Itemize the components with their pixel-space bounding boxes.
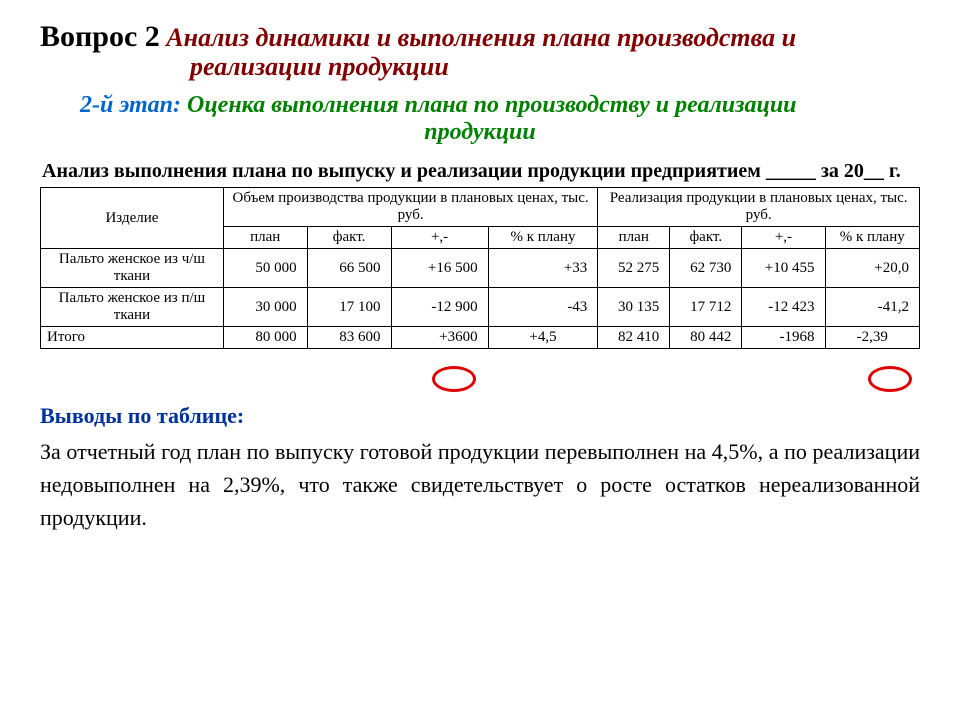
cell: 62 730 [670,249,742,288]
cell: 82 410 [598,327,670,349]
th-plan: план [598,227,670,249]
cell: 80 442 [670,327,742,349]
cell: 83 600 [307,327,391,349]
cell: -12 423 [742,288,825,327]
stage-text-1: Оценка выполнения плана по производству … [187,92,797,118]
th-pct: % к плану [825,227,919,249]
stage-label: 2-й этап: [80,92,181,118]
cell: 52 275 [598,249,670,288]
heading-line2: реализации продукции [40,52,920,82]
cell: 80 000 [223,327,307,349]
th-fact: факт. [670,227,742,249]
cell: -1968 [742,327,825,349]
cell: 50 000 [223,249,307,288]
table-row: Пальто женское из ч/ш ткани 50 000 66 50… [41,249,920,288]
th-pct: % к плану [488,227,598,249]
table-row: Пальто женское из п/ш ткани 30 000 17 10… [41,288,920,327]
heading-line1: Вопрос 2 Анализ динамики и выполнения пл… [40,20,920,54]
stage-line1: 2-й этап: Оценка выполнения плана по про… [40,92,920,119]
cell: +3600 [391,327,488,349]
cell-label: Пальто женское из ч/ш ткани [41,249,224,288]
stage-line2: продукции [40,119,920,146]
cell-label: Пальто женское из п/ш ткани [41,288,224,327]
cell: +16 500 [391,249,488,288]
cell: 17 712 [670,288,742,327]
cell: +10 455 [742,249,825,288]
th-group-sales: Реализация продукции в плановых ценах, т… [598,188,920,227]
cell: 30 135 [598,288,670,327]
cell-label: Итого [41,327,224,349]
th-delta: +,- [391,227,488,249]
cell: -12 900 [391,288,488,327]
th-fact: факт. [307,227,391,249]
cell: +33 [488,249,598,288]
table-title: Анализ выполнения плана по выпуску и реа… [40,160,920,183]
analysis-table: Изделие Объем производства продукции в п… [40,187,920,349]
cell: +20,0 [825,249,919,288]
slide-page: Вопрос 2 Анализ динамики и выполнения пл… [0,0,960,554]
table-row-total: Итого 80 000 83 600 +3600 +4,5 82 410 80… [41,327,920,349]
cell: -41,2 [825,288,919,327]
th-plan: план [223,227,307,249]
cell: +4,5 [488,327,598,349]
conclusion-text: За отчетный год план по выпуску готовой … [40,435,920,534]
cell: 30 000 [223,288,307,327]
th-group-production: Объем производства продукции в плановых … [223,188,597,227]
cell: 17 100 [307,288,391,327]
conclusion-title: Выводы по таблице: [40,403,920,429]
heading-text-1: Анализ динамики и выполнения плана произ… [166,23,796,52]
cell: -2,39 [825,327,919,349]
cell: -43 [488,288,598,327]
th-product: Изделие [41,188,224,249]
cell: 66 500 [307,249,391,288]
question-label: Вопрос 2 [40,20,160,53]
th-delta: +,- [742,227,825,249]
